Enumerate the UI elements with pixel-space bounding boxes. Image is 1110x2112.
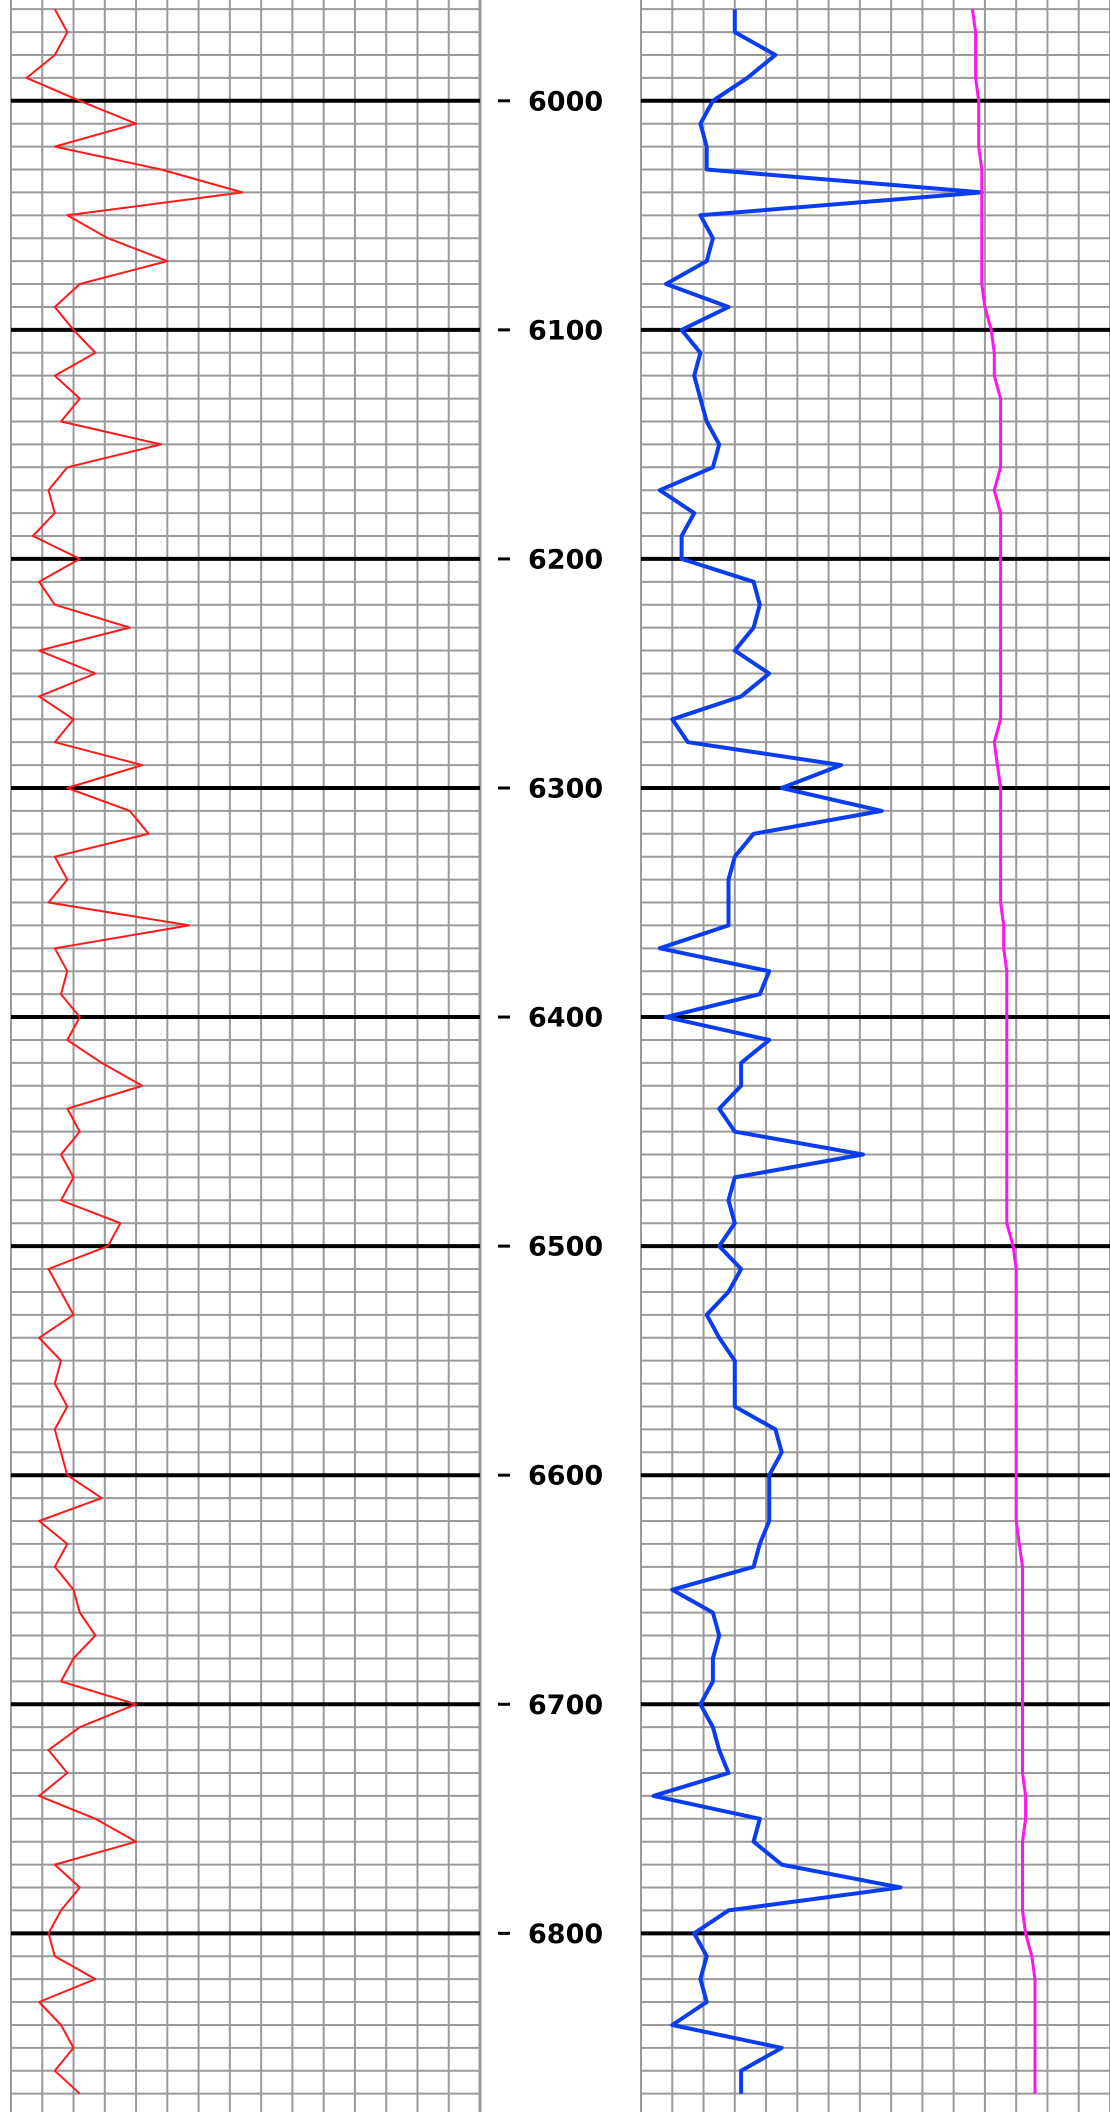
depth-label: 6000: [528, 86, 603, 117]
log-curve: [970, 8, 1037, 2094]
depth-label: 6300: [528, 773, 603, 804]
depth-label: 6400: [528, 1003, 603, 1034]
depth-label: 6600: [528, 1461, 603, 1492]
depth-label: 6700: [528, 1690, 603, 1721]
log-curve: [25, 8, 244, 2095]
depth-label: 6800: [528, 1919, 603, 1950]
log-curve: [651, 9, 984, 2094]
depth-label: 6100: [528, 315, 603, 346]
depth-label: 6200: [528, 544, 603, 575]
depth-label: 6500: [528, 1232, 603, 1263]
